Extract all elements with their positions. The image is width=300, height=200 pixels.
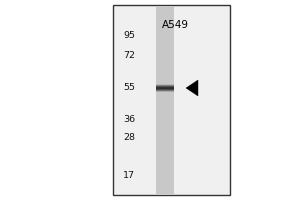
Bar (156, 90, 174, 91)
Bar (156, 85, 174, 86)
Text: 17: 17 (123, 170, 135, 180)
Bar (113, 5, 230, 195)
Bar (156, 86, 174, 87)
Text: 72: 72 (123, 50, 135, 60)
Polygon shape (186, 80, 198, 96)
Text: 28: 28 (123, 134, 135, 142)
Bar (156, 89, 174, 90)
Text: A549: A549 (161, 20, 188, 30)
Bar (156, 84, 174, 85)
Text: 36: 36 (123, 116, 135, 124)
Bar (156, 87, 174, 88)
Bar (156, 91, 174, 92)
Text: 95: 95 (123, 30, 135, 40)
Bar (156, 6, 174, 194)
Text: 55: 55 (123, 84, 135, 92)
Bar (156, 88, 174, 89)
